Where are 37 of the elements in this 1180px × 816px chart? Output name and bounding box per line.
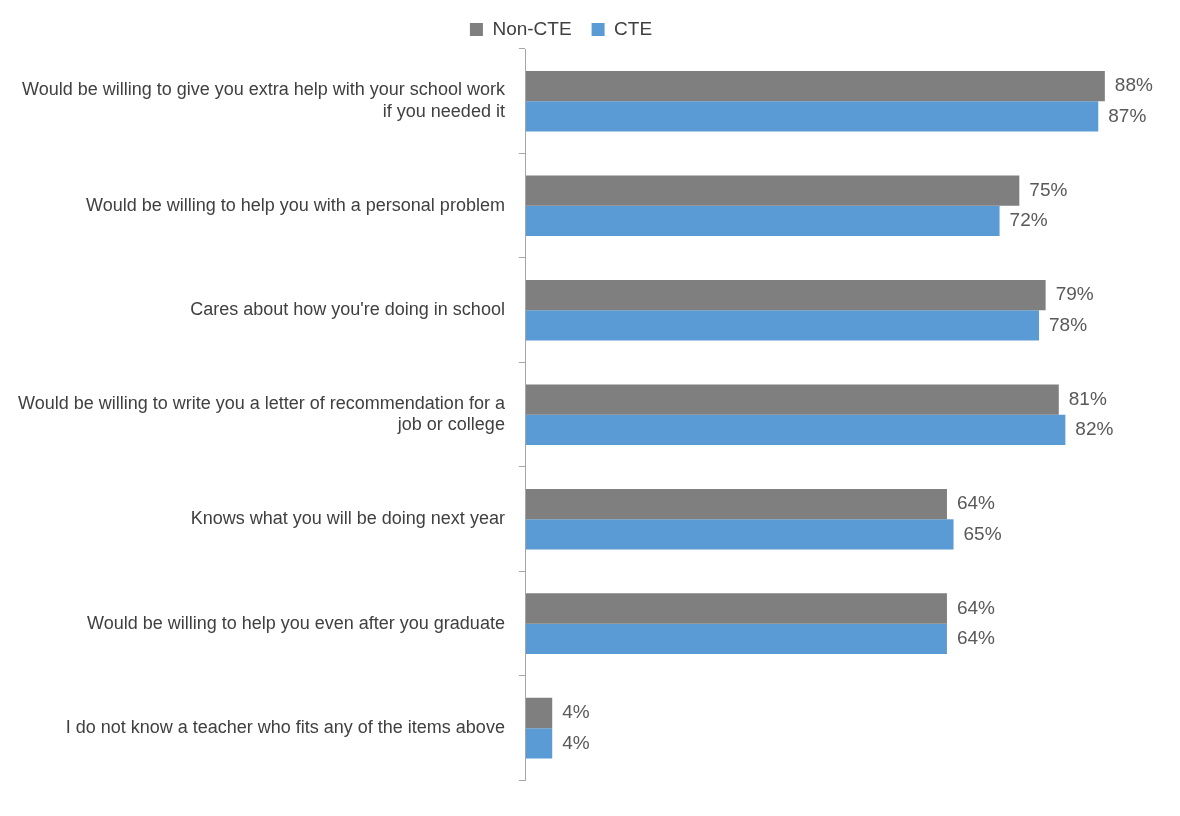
y-tick-label: Knows what you will be doing next year	[190, 508, 505, 529]
y-tick-label: I do not know a teacher who fits any of the items above	[65, 717, 505, 738]
bar	[525, 697, 553, 729]
y-tick-label: Cares about how you're doing in school	[190, 299, 505, 320]
data-label: 87%	[1108, 104, 1147, 126]
bar	[525, 593, 947, 624]
data-label: 81%	[1068, 387, 1107, 409]
bar	[525, 70, 1105, 102]
data-label: 4%	[562, 701, 590, 723]
bar	[525, 101, 1099, 132]
bar	[525, 623, 947, 654]
data-label: 78%	[1049, 313, 1088, 335]
data-label: 64%	[956, 492, 996, 514]
bar	[525, 488, 947, 520]
data-label: 82%	[1075, 418, 1114, 440]
bar	[525, 175, 1020, 206]
legend-label: CTE	[614, 17, 653, 39]
data-label: 88%	[1114, 74, 1153, 96]
data-label: 64%	[956, 596, 996, 618]
data-label: 65%	[963, 522, 1002, 544]
bar	[525, 205, 1000, 237]
bar	[525, 519, 954, 550]
data-label: 75%	[1029, 178, 1068, 200]
y-tick-label: Would be willing to help you with a personal problem	[86, 194, 505, 215]
bar	[525, 384, 1059, 415]
bar	[525, 728, 553, 759]
y-tick-label: Would be willing to write you a letter of recommendation for a job or college	[18, 392, 506, 435]
y-tick-label: Would be willing to give you extra help with your school work if you needed it	[22, 79, 506, 122]
data-label: 72%	[1009, 209, 1048, 231]
legend-label: Non-CTE	[492, 17, 572, 39]
bar	[525, 310, 1040, 341]
bar	[525, 414, 1066, 445]
bar	[525, 279, 1046, 311]
y-tick-label: Would be willing to help you even after you graduate	[86, 612, 505, 633]
data-label: 4%	[562, 731, 590, 753]
data-label: 64%	[956, 627, 996, 649]
data-label: 79%	[1055, 283, 1094, 305]
